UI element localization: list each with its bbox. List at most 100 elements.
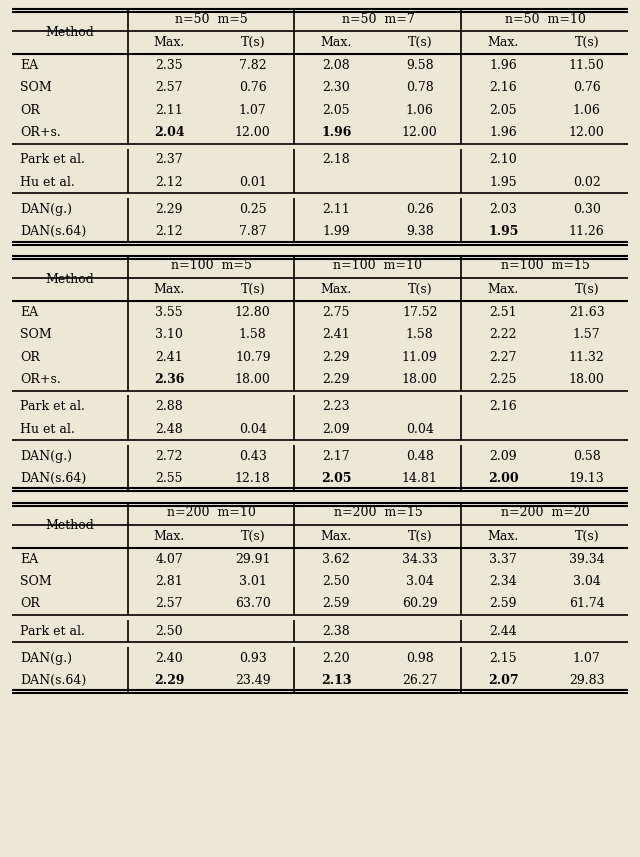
- Text: 21.63: 21.63: [569, 306, 605, 319]
- Text: 2.07: 2.07: [488, 674, 518, 687]
- Text: 0.93: 0.93: [239, 652, 267, 665]
- Text: 9.38: 9.38: [406, 225, 434, 238]
- Text: 10.79: 10.79: [235, 351, 271, 363]
- Text: OR: OR: [20, 351, 40, 363]
- Text: 0.26: 0.26: [406, 203, 434, 216]
- Text: DAN(g.): DAN(g.): [20, 450, 72, 463]
- Text: 2.29: 2.29: [154, 674, 184, 687]
- Text: 2.57: 2.57: [156, 81, 183, 94]
- Text: 63.70: 63.70: [235, 597, 271, 610]
- Text: 3.62: 3.62: [323, 553, 350, 566]
- Text: 2.29: 2.29: [156, 203, 183, 216]
- Text: Method: Method: [45, 519, 94, 532]
- Text: n=200  m=20: n=200 m=20: [500, 506, 589, 519]
- Text: 2.41: 2.41: [156, 351, 183, 363]
- Text: 7.87: 7.87: [239, 225, 267, 238]
- Text: 0.04: 0.04: [406, 423, 434, 435]
- Text: Max.: Max.: [488, 530, 519, 543]
- Text: Max.: Max.: [321, 36, 352, 49]
- Text: 3.37: 3.37: [490, 553, 517, 566]
- Text: T(s): T(s): [575, 283, 599, 296]
- Text: 0.98: 0.98: [406, 652, 434, 665]
- Text: 2.57: 2.57: [156, 597, 183, 610]
- Text: 12.00: 12.00: [569, 126, 605, 139]
- Text: 2.11: 2.11: [323, 203, 350, 216]
- Text: 1.07: 1.07: [573, 652, 600, 665]
- Text: 2.08: 2.08: [323, 59, 350, 72]
- Text: OR+s.: OR+s.: [20, 126, 61, 139]
- Text: 29.91: 29.91: [235, 553, 271, 566]
- Text: 2.50: 2.50: [323, 575, 350, 588]
- Text: 17.52: 17.52: [402, 306, 438, 319]
- Text: EA: EA: [20, 59, 38, 72]
- Text: 2.81: 2.81: [156, 575, 183, 588]
- Text: 0.30: 0.30: [573, 203, 601, 216]
- Text: 9.58: 9.58: [406, 59, 433, 72]
- Text: 0.76: 0.76: [239, 81, 267, 94]
- Text: Max.: Max.: [154, 36, 185, 49]
- Text: 0.76: 0.76: [573, 81, 600, 94]
- Text: 1.96: 1.96: [490, 126, 517, 139]
- Text: 12.18: 12.18: [235, 472, 271, 485]
- Text: 7.82: 7.82: [239, 59, 267, 72]
- Text: 2.51: 2.51: [490, 306, 517, 319]
- Text: 2.72: 2.72: [156, 450, 183, 463]
- Text: 2.29: 2.29: [323, 373, 350, 386]
- Text: 2.16: 2.16: [490, 81, 517, 94]
- Text: 12.00: 12.00: [235, 126, 271, 139]
- Text: 29.83: 29.83: [569, 674, 605, 687]
- Text: SOM: SOM: [20, 575, 52, 588]
- Text: 2.03: 2.03: [490, 203, 517, 216]
- Text: 2.09: 2.09: [323, 423, 350, 435]
- Text: n=50  m=5: n=50 m=5: [175, 13, 248, 26]
- Text: 2.25: 2.25: [490, 373, 517, 386]
- Text: T(s): T(s): [241, 530, 265, 543]
- Text: 2.59: 2.59: [323, 597, 350, 610]
- Text: 2.23: 2.23: [323, 400, 350, 413]
- Text: 2.30: 2.30: [323, 81, 350, 94]
- Text: 0.01: 0.01: [239, 176, 267, 189]
- Text: T(s): T(s): [241, 36, 265, 49]
- Text: 2.88: 2.88: [156, 400, 183, 413]
- Text: 60.29: 60.29: [402, 597, 438, 610]
- Text: 2.38: 2.38: [323, 625, 350, 638]
- Text: 39.34: 39.34: [569, 553, 605, 566]
- Text: 2.17: 2.17: [323, 450, 350, 463]
- Text: 2.35: 2.35: [156, 59, 183, 72]
- Text: OR: OR: [20, 104, 40, 117]
- Text: 3.04: 3.04: [573, 575, 601, 588]
- Text: Park et al.: Park et al.: [20, 153, 84, 166]
- Text: 26.27: 26.27: [402, 674, 438, 687]
- Text: Hu et al.: Hu et al.: [20, 176, 75, 189]
- Text: 11.26: 11.26: [569, 225, 605, 238]
- Text: Max.: Max.: [488, 283, 519, 296]
- Text: 18.00: 18.00: [569, 373, 605, 386]
- Text: 2.00: 2.00: [488, 472, 518, 485]
- Text: 11.50: 11.50: [569, 59, 605, 72]
- Text: 0.02: 0.02: [573, 176, 600, 189]
- Text: DAN(s.64): DAN(s.64): [20, 225, 86, 238]
- Text: 2.27: 2.27: [490, 351, 517, 363]
- Text: 2.59: 2.59: [490, 597, 517, 610]
- Text: 4.07: 4.07: [156, 553, 183, 566]
- Text: 1.96: 1.96: [490, 59, 517, 72]
- Text: n=50  m=10: n=50 m=10: [504, 13, 586, 26]
- Text: 2.50: 2.50: [156, 625, 183, 638]
- Text: 2.44: 2.44: [490, 625, 517, 638]
- Text: 1.06: 1.06: [406, 104, 434, 117]
- Text: 3.10: 3.10: [156, 328, 183, 341]
- Text: DAN(s.64): DAN(s.64): [20, 472, 86, 485]
- Text: 2.18: 2.18: [323, 153, 350, 166]
- Text: 0.43: 0.43: [239, 450, 267, 463]
- Text: 12.80: 12.80: [235, 306, 271, 319]
- Text: 2.05: 2.05: [321, 472, 351, 485]
- Text: 2.41: 2.41: [323, 328, 350, 341]
- Text: T(s): T(s): [575, 530, 599, 543]
- Text: Park et al.: Park et al.: [20, 625, 84, 638]
- Text: 2.34: 2.34: [490, 575, 517, 588]
- Text: 2.15: 2.15: [490, 652, 517, 665]
- Text: 1.07: 1.07: [239, 104, 267, 117]
- Text: 0.48: 0.48: [406, 450, 434, 463]
- Text: Max.: Max.: [154, 530, 185, 543]
- Text: Park et al.: Park et al.: [20, 400, 84, 413]
